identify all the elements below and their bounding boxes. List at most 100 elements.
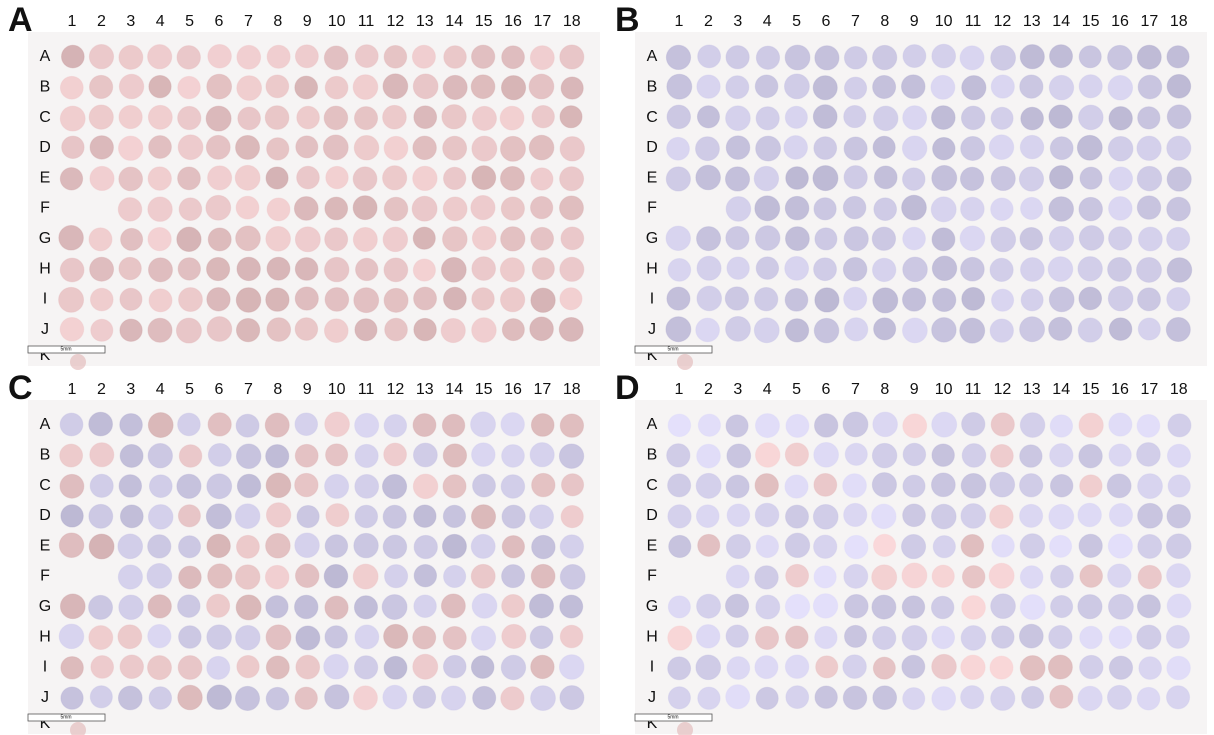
tissue-core [725, 564, 750, 589]
tissue-core [531, 257, 555, 281]
tissue-core [1048, 316, 1073, 341]
tissue-core [1108, 503, 1134, 528]
tissue-core [813, 472, 838, 497]
tissue-core [559, 564, 586, 590]
tissue-core [931, 411, 958, 438]
tissue-core [442, 504, 467, 528]
tissue-core [725, 135, 751, 160]
tissue-core [294, 686, 318, 710]
column-label: 4 [156, 13, 165, 30]
tissue-core [324, 473, 350, 499]
tissue-core [1048, 286, 1075, 313]
tissue-core [959, 166, 985, 191]
column-label: 14 [445, 381, 463, 398]
tissue-core [499, 257, 525, 283]
tissue-core [1107, 563, 1132, 588]
column-label: 7 [851, 13, 860, 30]
tissue-core [176, 45, 201, 70]
tissue-core [843, 502, 868, 528]
tissue-core [1077, 317, 1103, 343]
tissue-core [1137, 534, 1163, 559]
tissue-core [178, 625, 202, 649]
tissue-core [413, 286, 437, 311]
tissue-core [931, 165, 958, 191]
tissue-core [177, 75, 201, 100]
row-label: B [647, 79, 658, 96]
tissue-core [931, 653, 957, 680]
tissue-core [471, 287, 495, 311]
tissue-core [754, 655, 779, 680]
row-label: F [647, 568, 657, 585]
tissue-core [726, 503, 751, 528]
tissue-core [296, 105, 320, 130]
tissue-core [295, 625, 321, 651]
tissue-core [294, 412, 319, 436]
tissue-core [147, 196, 173, 222]
tissue-core [696, 74, 721, 99]
column-label: 9 [303, 13, 312, 30]
tissue-core [1076, 134, 1103, 161]
tissue-core [500, 654, 527, 681]
tissue-core [989, 257, 1014, 282]
tissue-core [931, 43, 957, 69]
tissue-core [1049, 44, 1073, 69]
column-label: 11 [965, 13, 982, 30]
tissue-core [354, 412, 380, 438]
tissue-core [873, 317, 897, 341]
tissue-core [784, 474, 809, 499]
tissue-core [325, 443, 349, 467]
tissue-core [990, 165, 1016, 192]
tissue-core [843, 165, 868, 190]
tissue-core [324, 684, 350, 710]
tissue-core [324, 256, 350, 283]
tissue-core [725, 75, 750, 100]
tissue-core [147, 166, 172, 191]
tissue-core [697, 44, 722, 69]
tissue-core [442, 135, 468, 161]
column-label: 14 [445, 13, 463, 30]
row-label: I [650, 659, 654, 676]
tissue-core [667, 504, 692, 529]
tissue-core [1020, 106, 1044, 131]
tissue-core [440, 256, 467, 283]
tissue-core [265, 502, 292, 528]
tissue-core [990, 593, 1016, 620]
tissue-core [812, 165, 839, 192]
tissue-core [902, 44, 927, 68]
column-label: 10 [328, 381, 346, 398]
column-label: 5 [792, 381, 801, 398]
tissue-core [500, 135, 526, 162]
tissue-core [560, 226, 585, 251]
row-label: F [40, 568, 50, 585]
tissue-core [264, 412, 290, 438]
tissue-core [697, 413, 721, 437]
tissue-core [118, 44, 144, 70]
row-label: B [40, 79, 51, 96]
column-label: 6 [215, 381, 224, 398]
tissue-core [784, 195, 810, 221]
row-label: A [647, 48, 658, 65]
tissue-core [1047, 654, 1073, 680]
tissue-core [1137, 74, 1163, 100]
column-label: 11 [358, 13, 375, 30]
tissue-core [932, 535, 956, 559]
tissue-core [726, 443, 752, 469]
tissue-core [960, 534, 985, 558]
tissue-core [413, 105, 438, 130]
tissue-core [1079, 625, 1103, 650]
column-label: 7 [244, 381, 253, 398]
column-label: 12 [387, 13, 405, 30]
tissue-core [207, 563, 233, 589]
tissue-core [754, 473, 779, 498]
tissue-core [235, 564, 261, 590]
tissue-core [353, 655, 379, 680]
tissue-core [265, 686, 290, 711]
tissue-core [1048, 503, 1075, 530]
tissue-core [88, 533, 115, 560]
tissue-core [902, 687, 926, 711]
tissue-core [353, 287, 380, 314]
scale-bar [634, 713, 713, 722]
tissue-core [901, 595, 926, 619]
tissue-core [1166, 45, 1190, 69]
